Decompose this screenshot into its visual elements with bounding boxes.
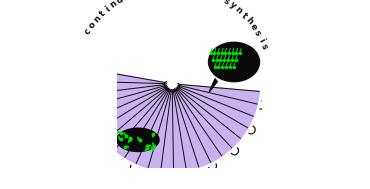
Polygon shape [178,88,248,138]
Polygon shape [125,91,169,163]
Polygon shape [179,87,253,128]
Text: s: s [222,0,231,6]
Text: n: n [92,14,102,25]
Text: s: s [252,29,262,38]
Text: i: i [104,4,112,13]
Polygon shape [98,88,166,140]
Text: h: h [243,16,254,26]
Polygon shape [177,90,232,156]
Polygon shape [176,90,222,162]
Polygon shape [178,89,240,148]
Polygon shape [85,69,259,171]
Text: c: c [83,27,93,36]
Text: n: n [233,5,243,15]
Polygon shape [136,91,170,168]
Text: o: o [122,0,131,2]
Text: u: u [115,0,125,5]
Text: e: e [248,22,259,32]
Text: t: t [239,11,248,20]
Polygon shape [209,79,217,92]
Polygon shape [161,92,174,171]
Polygon shape [106,89,167,149]
Text: i: i [256,36,266,43]
Text: n: n [108,0,119,9]
Polygon shape [115,90,168,157]
Polygon shape [85,69,164,84]
Polygon shape [148,91,171,170]
Ellipse shape [116,127,160,152]
Polygon shape [92,87,165,130]
Polygon shape [180,84,259,104]
Ellipse shape [208,42,260,82]
Polygon shape [174,91,199,170]
Text: s: s [259,43,269,51]
Text: y: y [228,0,238,11]
Polygon shape [172,92,186,171]
Polygon shape [85,81,164,94]
Polygon shape [85,85,164,107]
Polygon shape [88,86,165,119]
Text: o: o [87,20,98,30]
Polygon shape [179,86,257,116]
Polygon shape [175,91,211,167]
Text: t: t [98,9,107,19]
